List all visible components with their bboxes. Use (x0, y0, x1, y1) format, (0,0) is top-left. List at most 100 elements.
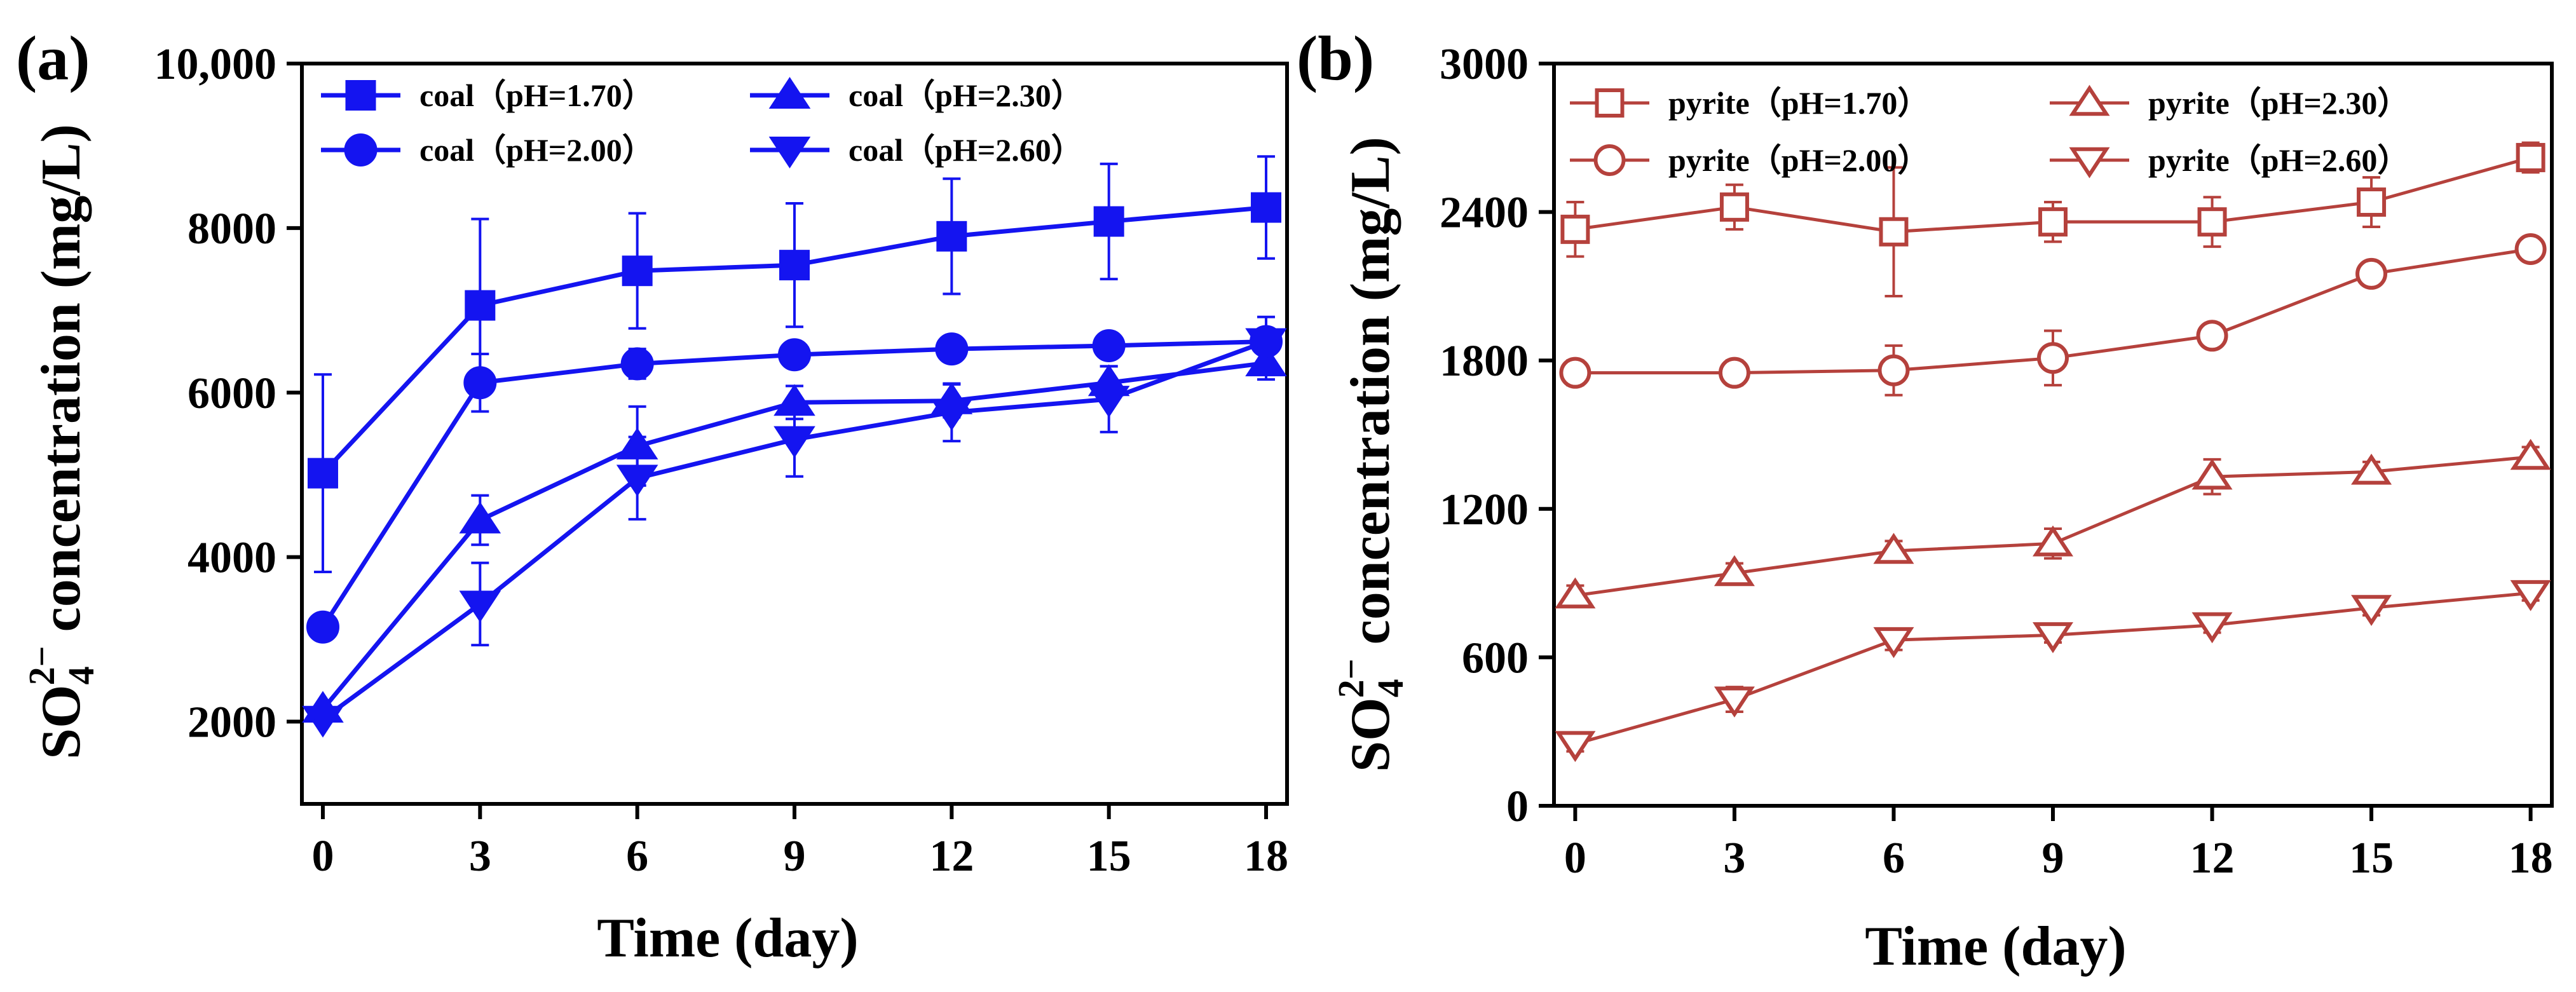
panel-b-data-point (2510, 438, 2551, 470)
panel-b-legend-label: pyrite（pH=1.70） (1668, 85, 1929, 121)
panel-b-x-tick-label: 6 (1883, 834, 1905, 883)
panel-a-legend-label: coal（pH=1.70） (419, 78, 654, 113)
panel-a-data-point (935, 332, 969, 366)
panel-a-legend-item: coal（pH=2.00） (321, 132, 654, 168)
panel-a-data-point (1093, 206, 1124, 237)
panel-a-data-point (307, 458, 338, 489)
panel-b-y-tick-label: 0 (1506, 782, 1529, 831)
panel-b-data-point (1714, 555, 1755, 587)
panel-b-data-point (2514, 233, 2547, 265)
panel-b-series-2 (1559, 233, 2547, 397)
panel-b-data-point (2037, 342, 2069, 374)
panel-b-label: (b) (1297, 23, 1374, 93)
panel-a-legend: coal（pH=1.70） coal（pH=2.00） coal（pH=2.30） c… (321, 77, 1083, 168)
panel-a-plot-area: 0 3 6 9 12 15 18 2000 4000 6000 8000 10,000 coal（pH=… (154, 40, 1289, 881)
panel-b-data-point (1560, 214, 1590, 244)
panel-b-legend-label: pyrite（pH=2.30） (2148, 85, 2409, 121)
panel-a-data-point (302, 705, 344, 738)
panel-a-legend-marker (344, 133, 378, 166)
panel-a-legend-label: coal（pH=2.00） (419, 132, 654, 168)
panel-a-y-axis-title: SO42− concentration (mg/L) (21, 124, 102, 759)
panel-a-data-point (1092, 329, 1126, 362)
panel-b-data-point (1559, 357, 1591, 389)
panel-a-data-point (1251, 192, 1282, 223)
panel-b-data-point (2516, 142, 2545, 172)
panel-b: (b) Time (day) SO42− concentration (mg/L… (1297, 23, 2554, 977)
panel-b-y-axis-title: SO42− concentration (mg/L) (1330, 137, 1411, 772)
panel-b-data-point (2351, 453, 2392, 485)
panel-a-y-tick-label: 8000 (187, 205, 276, 254)
panel-a-data-point (1087, 386, 1130, 418)
panel-a-data-point (930, 398, 973, 431)
panel-a-x-tick-label: 18 (1244, 832, 1288, 881)
panel-a-y-axis-title-rest: concentration (mg/L) (31, 124, 92, 646)
panel-b-plot-area: 0 3 6 9 12 15 18 0 600 1200 1800 2400 3000 pyrite（pH=… (1440, 40, 2554, 883)
panel-b-x-tick-label: 3 (1723, 834, 1745, 883)
panel-b-y-tick-label: 600 (1462, 634, 1529, 683)
panel-a-x-tick-label: 15 (1087, 832, 1131, 881)
panel-b-y-tick-label: 3000 (1440, 40, 1529, 89)
panel-a-data-point (773, 426, 815, 458)
panel-b-series-1 (1560, 141, 2545, 297)
panel-a-x-tick-label: 6 (626, 832, 648, 881)
panel-b-data-point (2196, 320, 2228, 352)
panel-b-series-3 (1555, 438, 2551, 609)
panel-b-data-point (1719, 192, 1749, 222)
panel-b-data-point (2357, 187, 2387, 217)
panel-b-y-tick-label: 2400 (1440, 189, 1529, 238)
panel-b-legend: pyrite（pH=1.70） pyrite（pH=2.00） pyrite（pH=… (1570, 85, 2409, 179)
panel-a-legend-item: coal（pH=2.30） (750, 77, 1083, 113)
panel-a-data-point (1245, 328, 1287, 360)
panel-b-data-point (2197, 207, 2227, 237)
panel-a-x-tick-label: 9 (784, 832, 806, 881)
panel-b-data-point (2032, 622, 2074, 653)
panel-b-legend-marker (1595, 88, 1625, 118)
panel-b-legend-item: pyrite（pH=2.00） (1570, 142, 1929, 178)
panel-b-data-point (2032, 525, 2074, 557)
panel-a-data-point (616, 465, 658, 497)
panel-b-y-axis-title-rest: concentration (mg/L) (1340, 137, 1401, 658)
panel-a-legend-label: coal（pH=2.60） (848, 132, 1083, 168)
panel-a-y-tick-label: 10,000 (154, 40, 277, 89)
panel-b-data-point (1555, 731, 1596, 763)
panel-b-y-tick-label: 1800 (1440, 337, 1529, 386)
panel-b-x-tick-label: 0 (1564, 834, 1586, 883)
panel-b-data-point (1714, 686, 1755, 718)
panel-a-y-tick-label: 4000 (187, 534, 276, 583)
panel-b-x-axis-title: Time (day) (1865, 916, 2126, 977)
panel-a-data-point (459, 501, 501, 534)
panel-b-legend-label: pyrite（pH=2.00） (1668, 142, 1929, 178)
panel-b-y-axis-title-sub: 4 (1370, 679, 1411, 697)
panel-a-legend-item: coal（pH=1.70） (321, 78, 654, 113)
panel-b-data-point (2038, 207, 2068, 237)
panel-b-data-point (2191, 612, 2233, 644)
panel-b-legend-item: pyrite（pH=2.30） (2050, 85, 2409, 121)
panel-b-data-point (2510, 580, 2551, 611)
panel-b-y-axis-title-main: SO (1340, 697, 1401, 771)
panel-a-y-axis-title-sub: 4 (60, 666, 102, 684)
panel-b-y-axis-title-sup: 2− (1330, 658, 1372, 698)
panel-a-legend-label: coal（pH=2.30） (848, 78, 1083, 113)
panel-a-y-axis-title-main: SO (31, 684, 92, 759)
panel-b-data-point (2191, 458, 2233, 490)
panel-b-legend-label: pyrite（pH=2.60） (2148, 142, 2409, 178)
panel-a-legend-marker (345, 80, 376, 111)
panel-a-data-point (306, 610, 339, 644)
panel-b-data-point (1873, 533, 1914, 564)
panel-b-series-4 (1555, 580, 2551, 763)
panel-b-x-tick-label: 18 (2509, 834, 2553, 883)
panel-a-data-point (459, 590, 501, 623)
panel-b-x-tick-label: 12 (2190, 834, 2235, 883)
panel-a-data-point (779, 250, 810, 281)
panel-a-data-point (622, 255, 653, 287)
panel-b-legend-marker (2069, 147, 2110, 179)
panel-a-x-tick-label: 12 (929, 832, 974, 881)
panel-a-label: (a) (16, 23, 90, 93)
panel-a: (a) Time (day) SO42− concentration (mg/L… (16, 23, 1289, 969)
panel-a-x-tick-label: 0 (311, 832, 334, 881)
panel-b-legend-item: pyrite（pH=1.70） (1570, 85, 1929, 121)
panel-b-data-point (1877, 354, 1910, 386)
panel-a-data-point (465, 290, 496, 321)
panel-b-data-point (2355, 257, 2388, 290)
